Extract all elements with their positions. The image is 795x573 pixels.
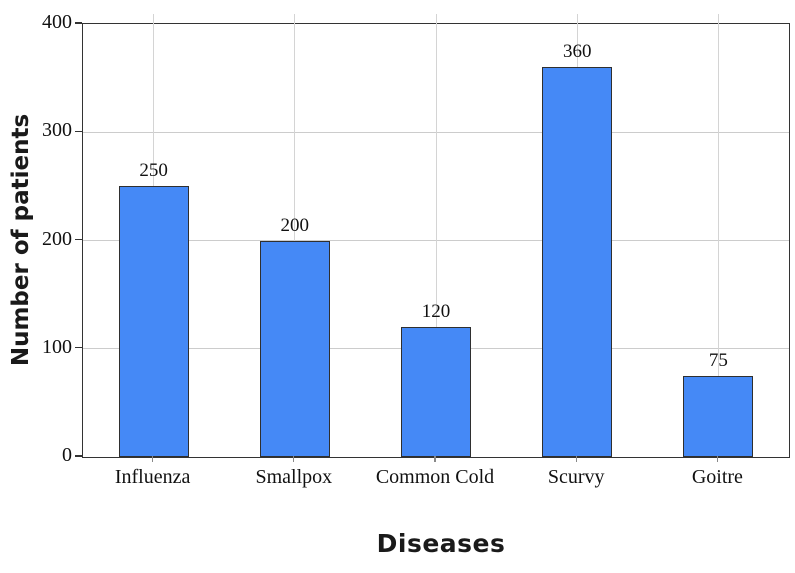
y-axis-tick: [75, 347, 82, 349]
x-axis-tick: [293, 456, 295, 462]
x-tick-label: Scurvy: [547, 466, 605, 488]
bar-smallpox: [259, 240, 330, 457]
x-tick-label: Goitre: [691, 466, 743, 488]
y-tick-label: 200: [42, 227, 72, 250]
bar-value-label: 250: [139, 160, 168, 182]
bar-value-label: 200: [280, 214, 310, 236]
x-axis-title: Diseases: [376, 529, 506, 558]
vertical-gridline: [294, 14, 296, 457]
y-axis-tick: [75, 130, 82, 132]
vertical-gridline: [435, 14, 437, 457]
bar-value-label: 360: [562, 41, 592, 63]
x-tick-label: Common Cold: [375, 466, 495, 488]
y-axis-tick: [75, 22, 82, 24]
x-axis-tick: [151, 456, 154, 462]
x-axis-tick: [716, 456, 719, 462]
y-axis-tick: [75, 238, 82, 241]
bar-goitre: [683, 375, 754, 457]
y-tick-label: 300: [42, 119, 72, 142]
x-tick-label: Influenza: [114, 466, 191, 488]
x-axis-tick: [575, 456, 577, 462]
bar-scurvy: [542, 67, 613, 457]
bar-value-label: 120: [421, 301, 451, 323]
y-tick-label: 400: [42, 11, 72, 33]
x-axis-tick: [434, 456, 436, 462]
x-tick-label: Smallpox: [255, 466, 333, 488]
bar-common-cold: [401, 327, 471, 457]
y-tick-label: 0: [62, 444, 72, 466]
bar-influenza: [118, 186, 189, 457]
y-tick-label: 100: [42, 335, 72, 358]
plot-area: 250 200 120 360 75: [82, 14, 790, 458]
vertical-gridline: [717, 14, 719, 457]
y-axis-tick: [75, 455, 82, 457]
bar-value-label: 75: [708, 349, 728, 371]
